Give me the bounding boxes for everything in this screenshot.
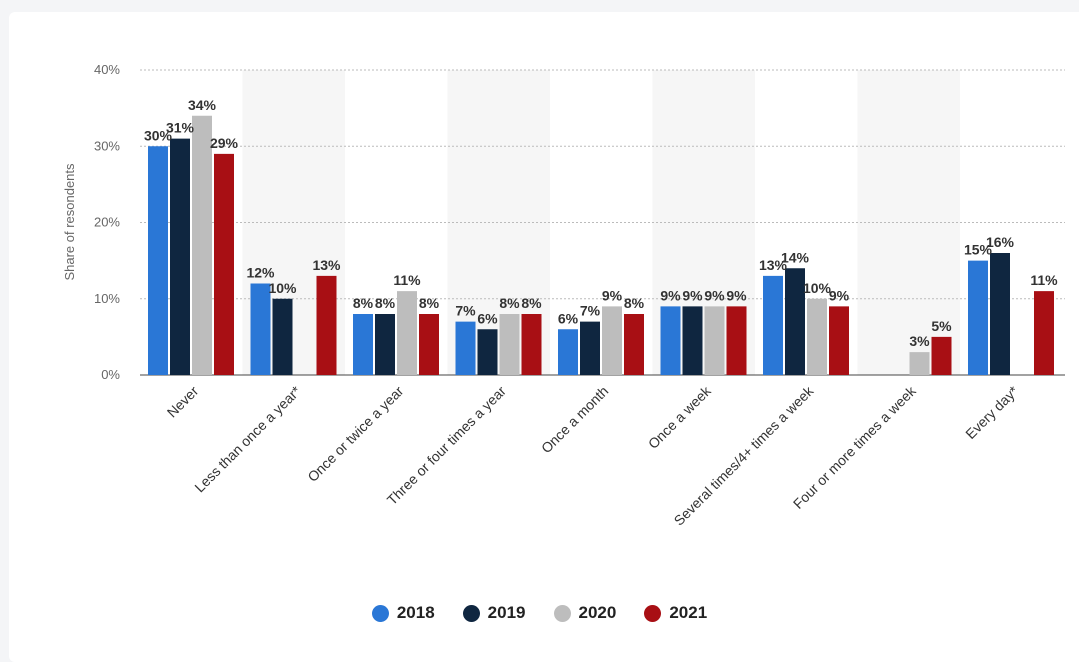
y-tick-label: 40% bbox=[94, 62, 120, 77]
category-label: Once a week bbox=[645, 382, 715, 452]
bar-2020[interactable] bbox=[499, 314, 520, 375]
bar-2021[interactable] bbox=[931, 336, 952, 375]
y-axis-ticks: 0% 10% 20% 30% 40% bbox=[94, 62, 120, 382]
bar-2021[interactable] bbox=[726, 306, 747, 375]
data-label: 7% bbox=[580, 303, 601, 319]
bar-2019[interactable] bbox=[375, 314, 395, 375]
data-label: 31% bbox=[166, 120, 195, 136]
data-label: 8% bbox=[419, 295, 440, 311]
bar-2019[interactable] bbox=[170, 138, 190, 375]
legend-item-2019[interactable]: 2019 bbox=[462, 603, 526, 623]
bar-2019[interactable] bbox=[272, 298, 293, 375]
bar-2019[interactable] bbox=[682, 306, 703, 375]
data-label: 16% bbox=[986, 234, 1015, 250]
data-label: 6% bbox=[477, 310, 498, 326]
bar-2021[interactable] bbox=[214, 153, 234, 375]
bar-2018[interactable] bbox=[148, 146, 168, 375]
legend-marker bbox=[462, 604, 480, 622]
bar-2021[interactable] bbox=[829, 306, 849, 375]
category-label: Four or more times a week bbox=[790, 382, 920, 512]
legend-item-2020[interactable]: 2020 bbox=[553, 603, 617, 623]
data-label: 9% bbox=[602, 287, 623, 303]
bar-2018[interactable] bbox=[660, 306, 681, 375]
data-label: 13% bbox=[312, 257, 341, 273]
legend-marker bbox=[553, 604, 571, 622]
data-label: 9% bbox=[704, 287, 725, 303]
legend-item-2021[interactable]: 2021 bbox=[644, 603, 707, 623]
bar-2019[interactable] bbox=[580, 321, 600, 375]
data-label: 9% bbox=[682, 287, 703, 303]
bar-2018[interactable] bbox=[558, 329, 578, 375]
data-label: 8% bbox=[521, 295, 542, 311]
legend-label: 2018 bbox=[396, 603, 435, 622]
bar-2019[interactable] bbox=[990, 253, 1010, 375]
data-label: 6% bbox=[558, 310, 579, 326]
data-label: 8% bbox=[353, 295, 374, 311]
data-label: 12% bbox=[246, 265, 275, 281]
data-label: 3% bbox=[909, 333, 930, 349]
category-label: Every day* bbox=[962, 382, 1022, 442]
data-label: 9% bbox=[829, 287, 850, 303]
bar-2021[interactable] bbox=[1034, 291, 1054, 375]
data-label: 30% bbox=[144, 127, 173, 143]
bar-2021[interactable] bbox=[316, 275, 337, 375]
data-label: 8% bbox=[375, 295, 396, 311]
data-label: 15% bbox=[964, 242, 993, 258]
data-label: 8% bbox=[499, 295, 520, 311]
data-label: 11% bbox=[393, 272, 421, 288]
bar-2020[interactable] bbox=[807, 298, 827, 375]
category-label: Less than once a year* bbox=[191, 382, 304, 495]
bar-2020[interactable] bbox=[192, 115, 212, 375]
legend-label: 2019 bbox=[487, 603, 526, 622]
bar-2018[interactable] bbox=[250, 283, 271, 376]
y-tick-label: 10% bbox=[94, 291, 120, 306]
data-label: 7% bbox=[455, 303, 476, 319]
data-label: 14% bbox=[781, 249, 810, 265]
category-label: Once or twice a year bbox=[304, 383, 406, 485]
bar-2021[interactable] bbox=[521, 314, 542, 375]
y-tick-label: 0% bbox=[101, 367, 120, 382]
bar-chart: 0%10%20%30%40% 30%31%34%29%12%10%13%8% 8%… bbox=[62, 62, 1065, 529]
y-axis-label: Share of resondents bbox=[62, 163, 77, 281]
data-label: 10% bbox=[803, 280, 832, 296]
bar-2021[interactable] bbox=[419, 314, 439, 375]
bar-2020[interactable] bbox=[602, 306, 622, 375]
bar-2018[interactable] bbox=[353, 314, 373, 375]
bar-2020[interactable] bbox=[397, 291, 417, 375]
category-label: Never bbox=[164, 383, 202, 421]
bar-2018[interactable] bbox=[455, 321, 476, 375]
bar-2021[interactable] bbox=[624, 314, 644, 375]
legend-label: 2021 bbox=[669, 603, 708, 622]
legend: 2018 2019 2020 2021 bbox=[0, 603, 1079, 623]
data-label: 11% bbox=[1030, 272, 1058, 288]
data-label: 10% bbox=[268, 280, 297, 296]
data-label: 13% bbox=[759, 257, 788, 273]
legend-label: 2020 bbox=[578, 603, 617, 622]
data-label: 29% bbox=[210, 135, 239, 151]
legend-item-2018[interactable]: 2018 bbox=[371, 603, 435, 623]
value-labels: 30%31%34%29%12%10%13%8% 8%11%8% 7% 6%8% 8%6%… bbox=[144, 97, 1058, 349]
data-label: 9% bbox=[726, 287, 747, 303]
data-label: 8% bbox=[624, 295, 645, 311]
y-tick-label: 30% bbox=[94, 138, 120, 153]
category-label: Once a month bbox=[538, 383, 611, 456]
bar-2018[interactable] bbox=[763, 275, 783, 375]
bars bbox=[148, 115, 1054, 376]
category-label: Three or four times a year bbox=[384, 383, 509, 508]
data-label: 34% bbox=[188, 97, 217, 113]
bar-2020[interactable] bbox=[704, 306, 725, 375]
bar-2019[interactable] bbox=[477, 329, 498, 375]
y-tick-label: 20% bbox=[94, 215, 120, 230]
data-label: 9% bbox=[660, 287, 681, 303]
data-label: 5% bbox=[931, 318, 952, 334]
legend-marker bbox=[644, 604, 662, 622]
legend-marker bbox=[371, 604, 389, 622]
bar-2020[interactable] bbox=[909, 352, 930, 375]
bar-2019[interactable] bbox=[785, 268, 805, 375]
bar-2018[interactable] bbox=[968, 260, 988, 375]
